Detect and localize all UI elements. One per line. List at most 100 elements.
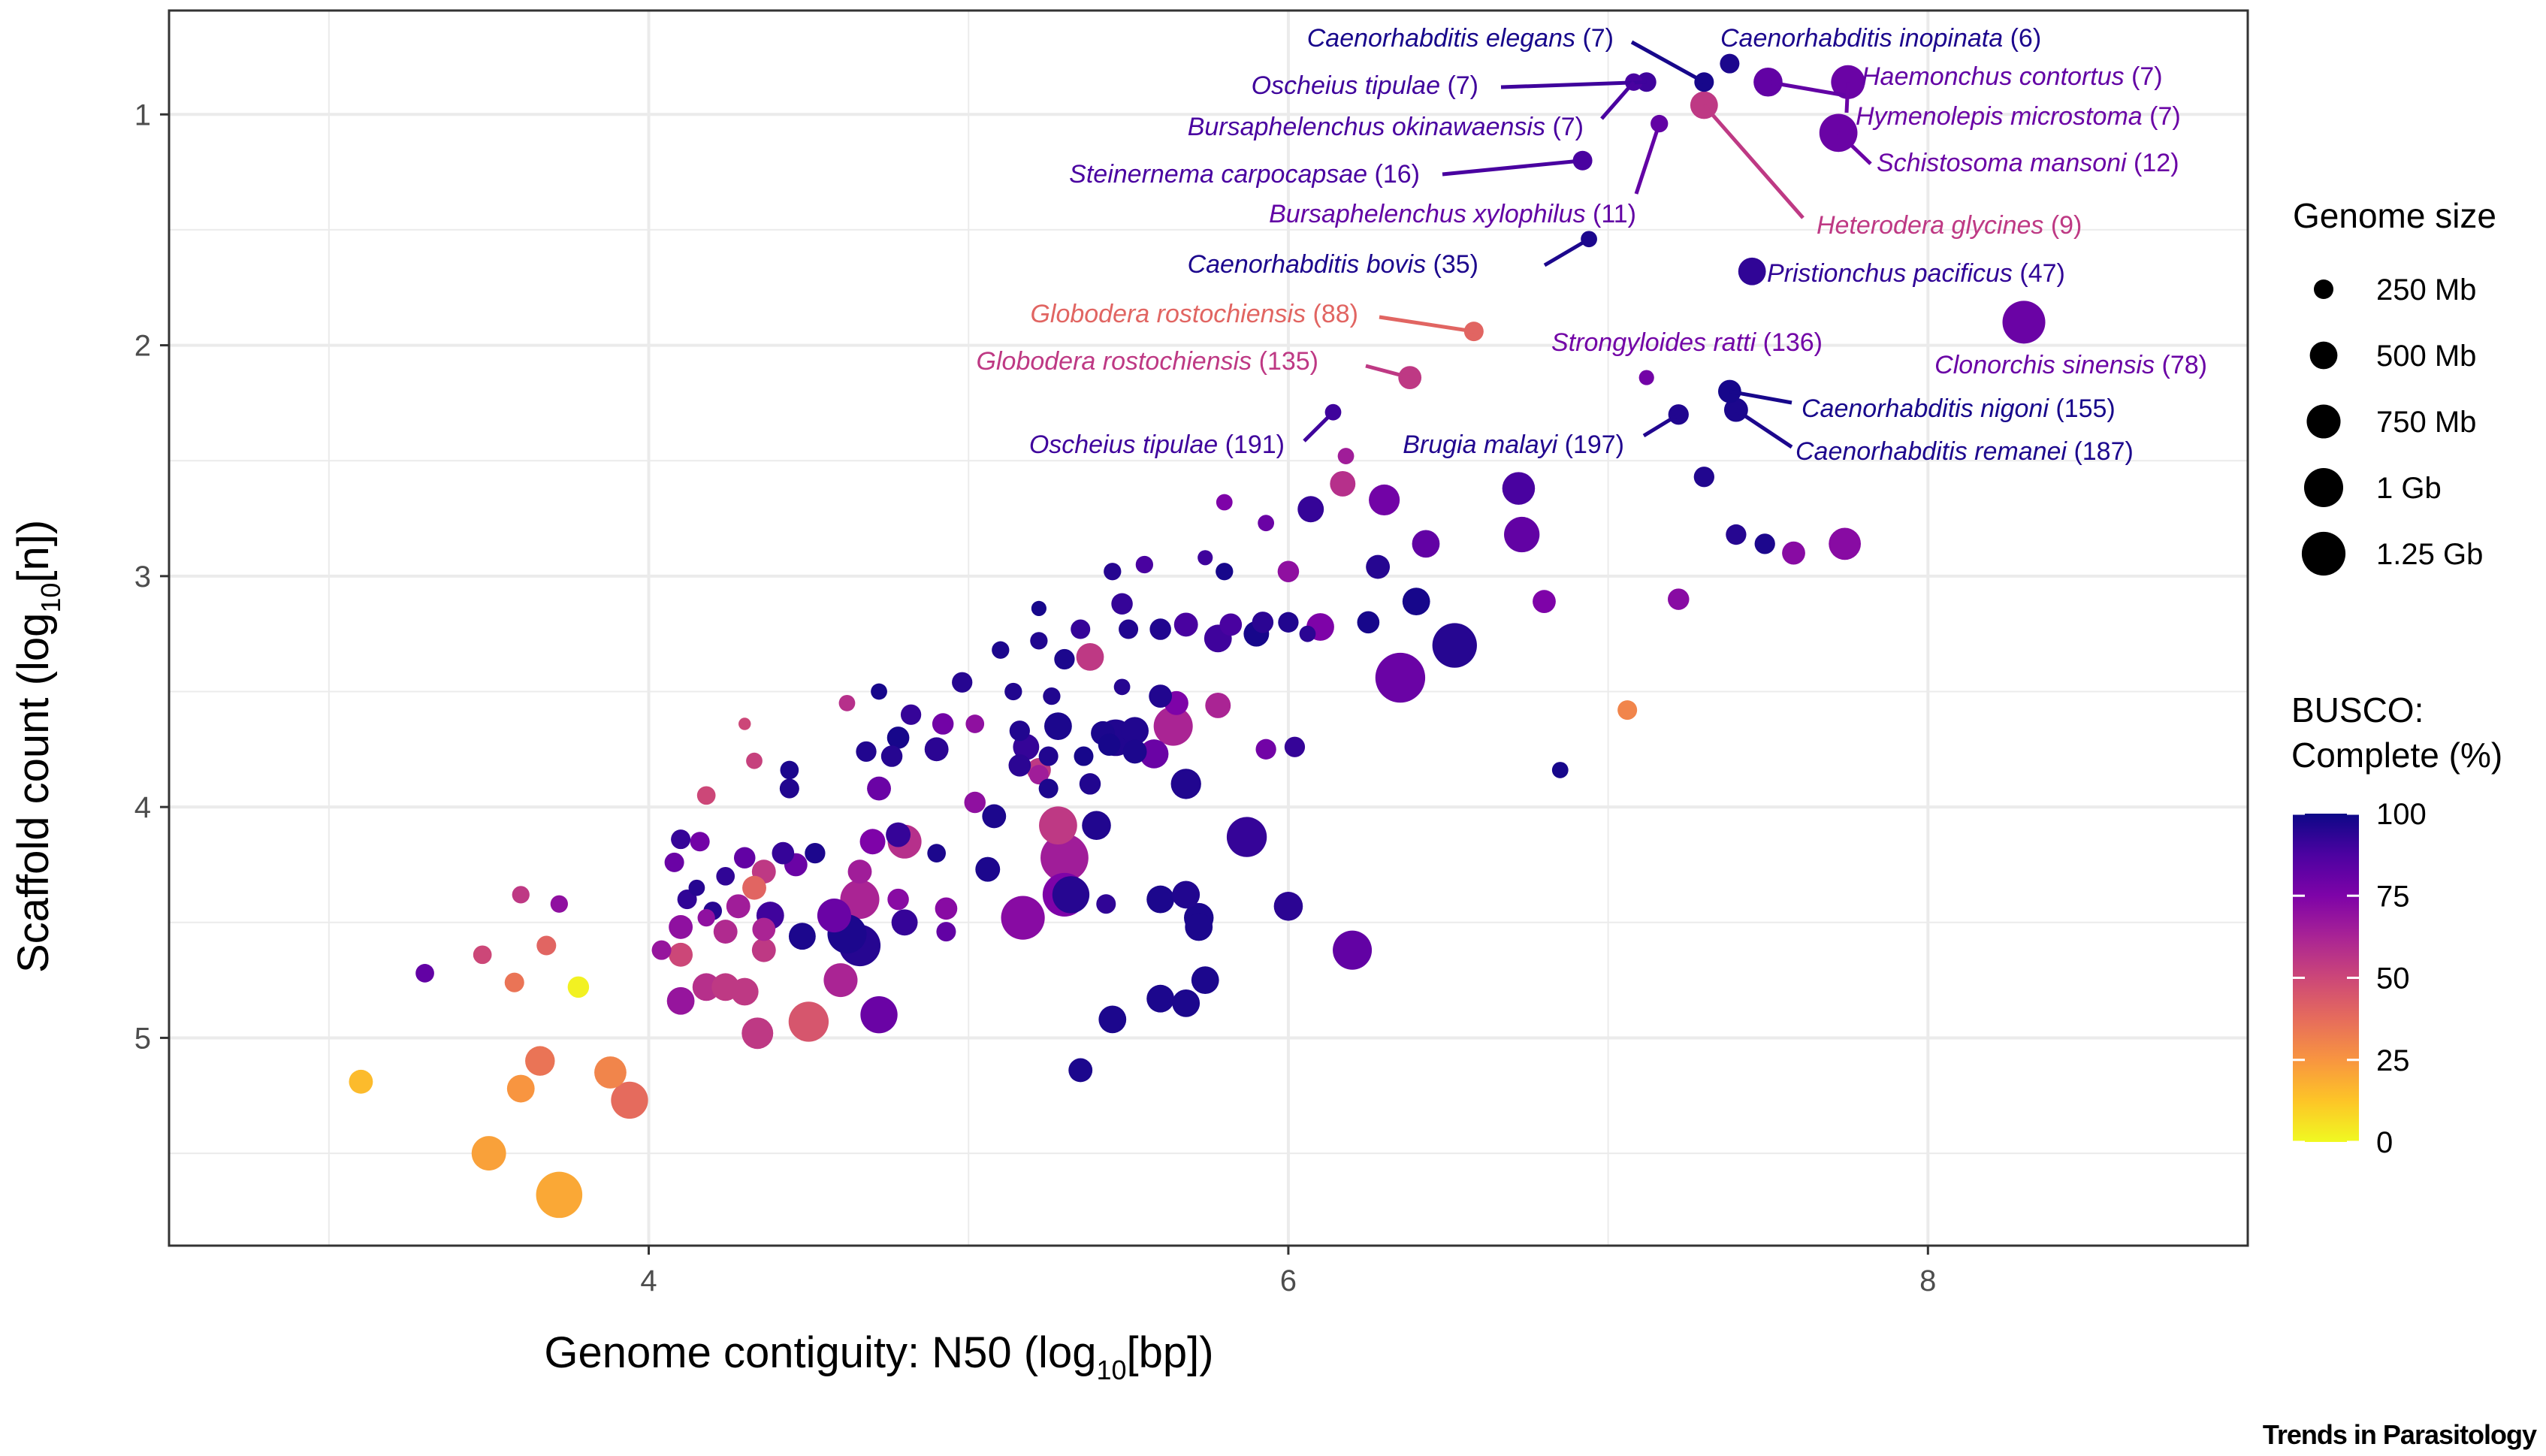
data-point xyxy=(669,942,693,967)
data-point xyxy=(696,786,716,805)
assembly-count: (7) xyxy=(1582,24,1614,53)
data-point xyxy=(805,842,826,864)
data-point xyxy=(1337,448,1355,464)
data-point xyxy=(932,713,954,735)
species-label: Heterodera glycines (9) xyxy=(1817,211,2082,240)
data-point xyxy=(880,745,903,767)
species-name: Clonorchis sinensis xyxy=(1934,351,2161,379)
data-point xyxy=(1031,600,1046,616)
assembly-count: (9) xyxy=(2051,211,2082,240)
data-point xyxy=(788,923,816,950)
data-point xyxy=(975,856,1001,882)
data-point xyxy=(688,879,705,896)
data-point xyxy=(1113,678,1131,696)
data-point xyxy=(738,717,751,730)
species-name: Caenorhabditis bovis xyxy=(1188,250,1433,279)
data-point xyxy=(1412,530,1440,558)
data-point xyxy=(1255,739,1276,760)
label-leader-line xyxy=(1543,237,1590,267)
data-point xyxy=(1504,516,1540,553)
data-point xyxy=(1153,706,1193,746)
assembly-count: (11) xyxy=(1593,200,1636,228)
x-axis-title: Genome contiguity: N50 (log10[bp]) xyxy=(544,1328,1213,1385)
data-point xyxy=(1226,817,1267,857)
data-point xyxy=(697,909,715,927)
data-point xyxy=(415,964,434,983)
grid xyxy=(169,11,2249,1246)
data-point xyxy=(1030,632,1048,650)
data-point xyxy=(1146,984,1175,1013)
data-point xyxy=(1191,966,1219,995)
plot-border xyxy=(168,9,2249,1247)
data-point xyxy=(567,976,590,998)
species-name: Oscheius tipulae xyxy=(1252,71,1448,100)
assembly-count: (78) xyxy=(2162,351,2207,379)
y-tick-label: 3 xyxy=(134,560,151,594)
y-tick-label: 4 xyxy=(134,791,151,824)
data-point xyxy=(840,880,880,920)
species-name: Haemonchus contortus xyxy=(1862,62,2131,91)
data-point xyxy=(1375,652,1426,703)
label-leaders xyxy=(1303,40,1872,449)
label-leader-line xyxy=(1500,80,1647,89)
data-point xyxy=(817,899,851,933)
y-tick-label: 5 xyxy=(134,1022,151,1055)
label-leader-line xyxy=(1365,364,1411,380)
data-point xyxy=(1149,684,1173,708)
data-point xyxy=(823,963,858,998)
assembly-count: (6) xyxy=(2010,24,2042,53)
data-points xyxy=(349,53,2046,1219)
data-point xyxy=(1139,739,1169,769)
label-leader-line xyxy=(1702,104,1805,219)
data-point xyxy=(1170,769,1201,799)
data-point xyxy=(982,804,1007,829)
data-point xyxy=(1004,682,1022,701)
color-legend: BUSCO: Complete (%) 100 75 50 25 0 xyxy=(2291,690,2502,1159)
size-legend-dot xyxy=(2303,467,2344,508)
size-legend-label: 1 Gb xyxy=(2376,472,2442,505)
data-point xyxy=(1638,370,1654,385)
data-point xyxy=(1720,53,1740,74)
y-axis-ticks: 1 2 3 4 5 xyxy=(134,98,169,1055)
data-point xyxy=(1043,687,1061,705)
size-legend-label: 500 Mb xyxy=(2376,340,2476,373)
data-point xyxy=(1111,593,1133,615)
species-name: Bursaphelenchus xylophilus xyxy=(1269,200,1593,228)
data-point xyxy=(1330,470,1356,497)
color-legend-label: 50 xyxy=(2376,962,2410,995)
color-legend-label: 25 xyxy=(2376,1044,2410,1077)
data-point xyxy=(886,726,910,749)
species-label: Bursaphelenchus okinawaensis (7) xyxy=(1188,113,1584,141)
data-point xyxy=(1693,467,1714,488)
species-label: Caenorhabditis remanei (187) xyxy=(1795,437,2134,466)
assembly-count: (12) xyxy=(2134,149,2179,177)
data-point xyxy=(1219,613,1243,636)
data-point xyxy=(1054,648,1075,670)
credit-text: Trends in Parasitology xyxy=(2263,1419,2537,1450)
data-point xyxy=(1104,563,1122,581)
species-name: Strongyloides ratti xyxy=(1551,328,1763,357)
data-point xyxy=(349,1069,373,1094)
data-point xyxy=(671,829,691,850)
data-point xyxy=(1551,762,1569,778)
data-point xyxy=(779,778,799,799)
x-tick-label: 6 xyxy=(1280,1264,1297,1297)
data-point xyxy=(713,920,738,944)
data-point xyxy=(1149,618,1171,640)
data-point xyxy=(611,1081,648,1119)
species-label: Globodera rostochiensis (88) xyxy=(1030,300,1358,328)
data-point xyxy=(536,1171,583,1219)
label-leader-line xyxy=(1600,80,1635,120)
data-point xyxy=(887,888,909,911)
data-point xyxy=(1216,494,1233,511)
species-name: Hymenolepis microstoma xyxy=(1856,102,2149,131)
data-point xyxy=(1726,524,1747,545)
data-point xyxy=(1082,811,1111,841)
data-point xyxy=(1122,739,1147,764)
species-label: Bursaphelenchus xylophilus (11) xyxy=(1269,200,1636,228)
data-point xyxy=(1277,560,1300,582)
species-label: Oscheius tipulae (7) xyxy=(1252,71,1478,100)
x-axis-ticks: 4 6 8 xyxy=(640,1246,1936,1297)
x-tick-label: 4 xyxy=(640,1264,657,1297)
data-point xyxy=(1098,1005,1127,1034)
